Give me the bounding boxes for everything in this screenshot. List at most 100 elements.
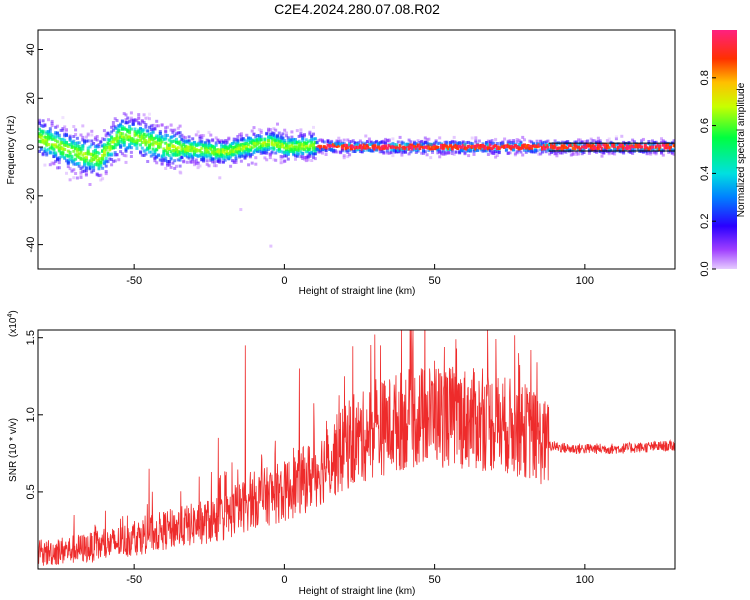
heatmap-cell xyxy=(191,149,195,153)
heatmap-cell xyxy=(423,136,427,140)
heatmap-cell xyxy=(128,126,132,130)
heatmap-cell xyxy=(129,150,133,154)
heatmap-cell xyxy=(450,152,454,155)
heatmap-cell xyxy=(178,152,182,156)
heatmap-cell xyxy=(270,146,274,150)
heatmap-cell xyxy=(295,150,299,154)
heatmap-cell xyxy=(110,125,114,129)
heatmap-cell xyxy=(247,136,251,140)
heatmap-cell xyxy=(310,159,314,162)
heatmap-cell xyxy=(319,138,323,142)
heatmap-cell xyxy=(59,138,63,141)
heatmap-cell xyxy=(503,146,507,149)
heatmap-cell xyxy=(259,149,263,153)
heatmap-cell xyxy=(47,132,50,136)
heatmap-cell xyxy=(65,153,68,157)
heatmap-cell xyxy=(43,141,47,145)
heatmap-cell xyxy=(133,127,137,131)
heatmap-cell xyxy=(113,153,117,157)
heatmap-cell xyxy=(86,139,90,143)
heatmap-cell xyxy=(299,143,303,147)
heatmap-cell xyxy=(239,154,243,158)
heatmap-cell xyxy=(92,168,96,172)
heatmap-cell xyxy=(317,144,321,148)
heatmap-cell xyxy=(270,150,274,154)
heatmap-cell xyxy=(555,151,559,155)
heatmap-cell xyxy=(607,146,611,150)
heatmap-cell xyxy=(77,141,81,145)
heatmap-cell xyxy=(198,141,202,145)
heatmap-cell xyxy=(257,146,261,149)
heatmap-cell xyxy=(238,144,242,148)
heatmap-cell xyxy=(179,171,183,175)
heatmap-cell xyxy=(376,145,380,149)
heatmap-cell xyxy=(364,134,368,138)
heatmap-cell xyxy=(205,155,209,159)
heatmap-cell xyxy=(268,146,272,150)
heatmap-cell xyxy=(211,160,215,164)
heatmap-cell xyxy=(508,151,512,155)
heatmap-cell xyxy=(661,153,665,157)
heatmap-cell xyxy=(474,144,478,148)
heatmap-cell xyxy=(283,128,287,132)
heatmap-cell xyxy=(596,139,600,143)
heatmap-cell xyxy=(234,138,238,142)
heatmap-cell xyxy=(83,160,87,164)
heatmap-cell xyxy=(481,143,485,147)
heatmap-cell xyxy=(158,145,162,149)
heatmap-cell xyxy=(133,143,137,147)
heatmap-cell xyxy=(557,147,561,151)
heatmap-cell xyxy=(458,141,462,145)
heatmap-cell xyxy=(113,117,117,121)
heatmap-cell xyxy=(88,165,92,169)
heatmap-cell xyxy=(373,144,377,148)
heatmap-cell xyxy=(229,155,233,159)
heatmap-cell xyxy=(72,145,76,149)
heatmap-cell xyxy=(185,155,189,159)
heatmap-cell xyxy=(596,147,600,151)
heatmap-cell xyxy=(81,124,85,128)
heatmap-cell xyxy=(378,147,382,151)
heatmap-cell xyxy=(57,149,61,153)
heatmap-cell xyxy=(198,140,202,144)
heatmap-cell xyxy=(321,148,324,152)
heatmap-cell xyxy=(342,138,346,142)
heatmap-cell xyxy=(358,147,362,151)
heatmap-cell xyxy=(582,148,586,152)
heatmap-cell xyxy=(200,134,204,138)
heatmap-cell xyxy=(411,147,415,151)
heatmap-cell xyxy=(250,141,254,145)
heatmap-cell xyxy=(349,147,353,151)
heatmap-cell xyxy=(164,126,168,130)
heatmap-cell xyxy=(485,146,489,150)
heatmap-cell xyxy=(369,149,373,153)
heatmap-cell xyxy=(232,160,236,164)
heatmap-cell xyxy=(74,144,78,148)
heatmap-cell xyxy=(416,139,420,143)
heatmap-cell xyxy=(420,142,424,146)
heatmap-cell xyxy=(86,132,90,136)
heatmap-cell xyxy=(182,159,186,163)
heatmap-cell xyxy=(93,154,97,158)
heatmap-cell xyxy=(463,146,467,150)
heatmap-cell xyxy=(301,139,305,143)
heatmap-cell xyxy=(75,144,79,148)
heatmap-cell xyxy=(250,161,254,165)
heatmap-cell xyxy=(131,141,135,145)
heatmap-cell xyxy=(122,112,126,116)
heatmap-cell xyxy=(270,132,274,136)
heatmap-cell xyxy=(519,150,523,154)
heatmap-cell xyxy=(211,157,215,161)
heatmap-cell xyxy=(102,146,106,150)
heatmap-cell xyxy=(575,142,579,146)
heatmap-cell xyxy=(573,143,577,147)
heatmap-cell xyxy=(193,160,196,164)
heatmap-cell xyxy=(139,135,142,139)
heatmap-cell xyxy=(333,150,337,154)
heatmap-cell xyxy=(225,155,229,159)
heatmap-cell xyxy=(272,138,276,142)
heatmap-cell xyxy=(301,134,305,138)
heatmap-cell xyxy=(236,142,240,145)
heatmap-cell xyxy=(176,158,180,162)
heatmap-cell xyxy=(66,149,70,153)
